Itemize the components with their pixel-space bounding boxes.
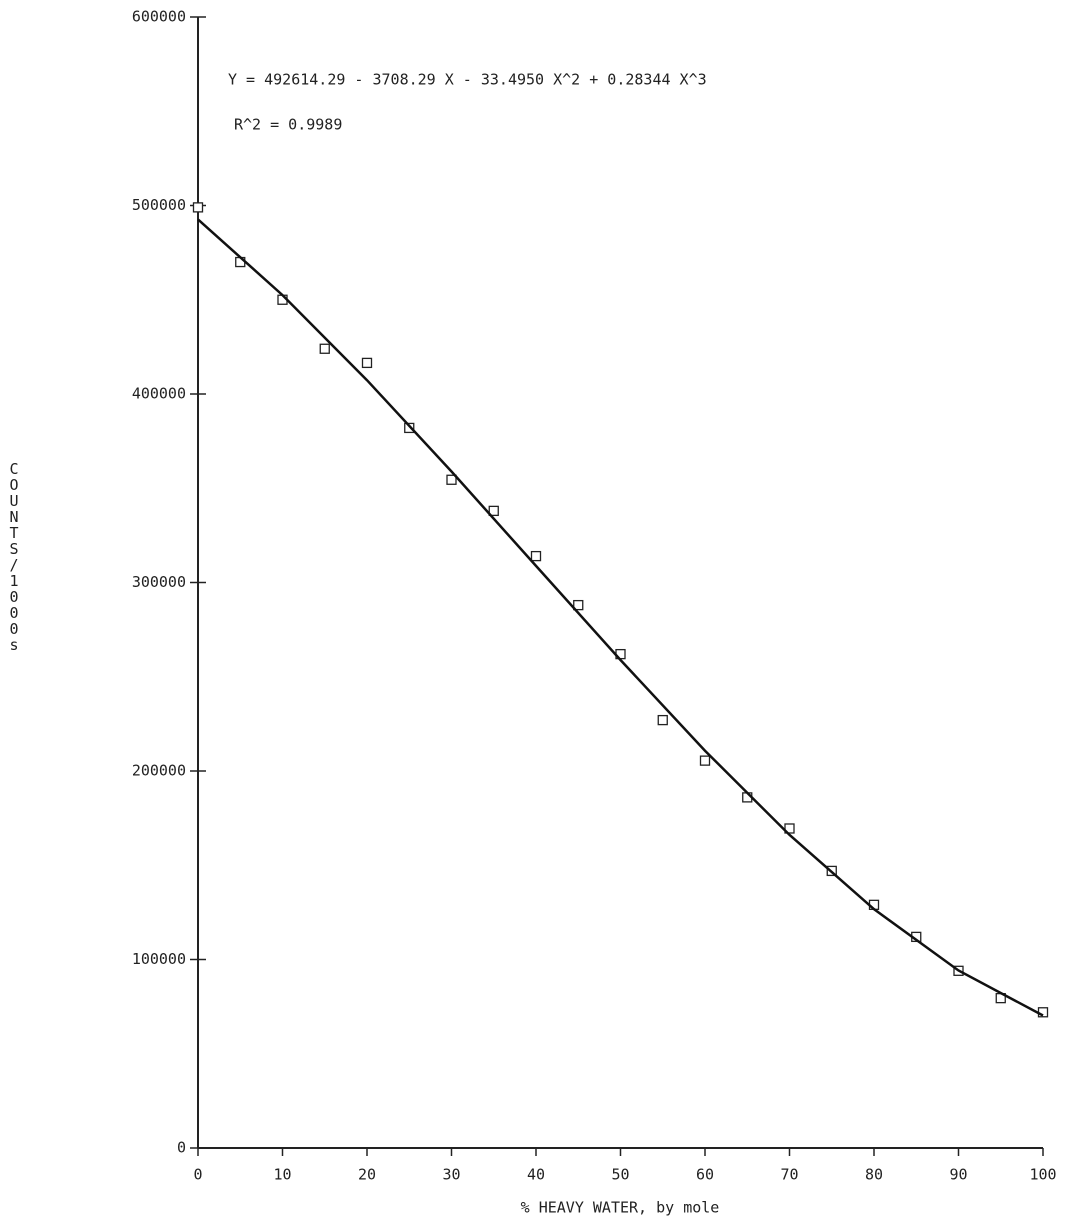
data-point — [194, 203, 203, 212]
data-point — [701, 756, 710, 765]
page: Y = 492614.29 - 3708.29 X - 33.4950 X^2 … — [0, 0, 1072, 1222]
x-tick-label: 100 — [1029, 1166, 1056, 1184]
x-tick-label: 40 — [527, 1166, 545, 1184]
fit-curve — [198, 219, 1043, 1015]
equation: Y = 492614.29 - 3708.29 X - 33.4950 X^2 … — [228, 71, 707, 89]
y-tick-label: 0 — [177, 1139, 186, 1157]
r-squared: R^2 = 0.9989 — [234, 116, 342, 134]
y-tick-label: 400000 — [132, 385, 186, 403]
x-tick-label: 0 — [193, 1166, 202, 1184]
y-tick-label: 100000 — [132, 950, 186, 968]
y-tick-label: 600000 — [132, 8, 186, 26]
x-tick-label: 70 — [780, 1166, 798, 1184]
chart: Y = 492614.29 - 3708.29 X - 33.4950 X^2 … — [0, 0, 1072, 1222]
x-tick-label: 20 — [358, 1166, 376, 1184]
x-tick-label: 30 — [442, 1166, 460, 1184]
y-axis-label: COUNTS/1000s — [5, 460, 23, 652]
x-tick-label: 90 — [949, 1166, 967, 1184]
y-tick-label: 500000 — [132, 196, 186, 214]
x-axis-label: % HEAVY WATER, by mole — [521, 1199, 720, 1217]
data-point — [532, 552, 541, 561]
x-tick-label: 80 — [865, 1166, 883, 1184]
data-point — [363, 358, 372, 367]
x-tick-label: 50 — [611, 1166, 629, 1184]
y-tick-label: 200000 — [132, 762, 186, 780]
data-point — [658, 716, 667, 725]
y-tick-label: 300000 — [132, 573, 186, 591]
x-tick-label: 10 — [273, 1166, 291, 1184]
data-point — [320, 344, 329, 353]
x-tick-label: 60 — [696, 1166, 714, 1184]
